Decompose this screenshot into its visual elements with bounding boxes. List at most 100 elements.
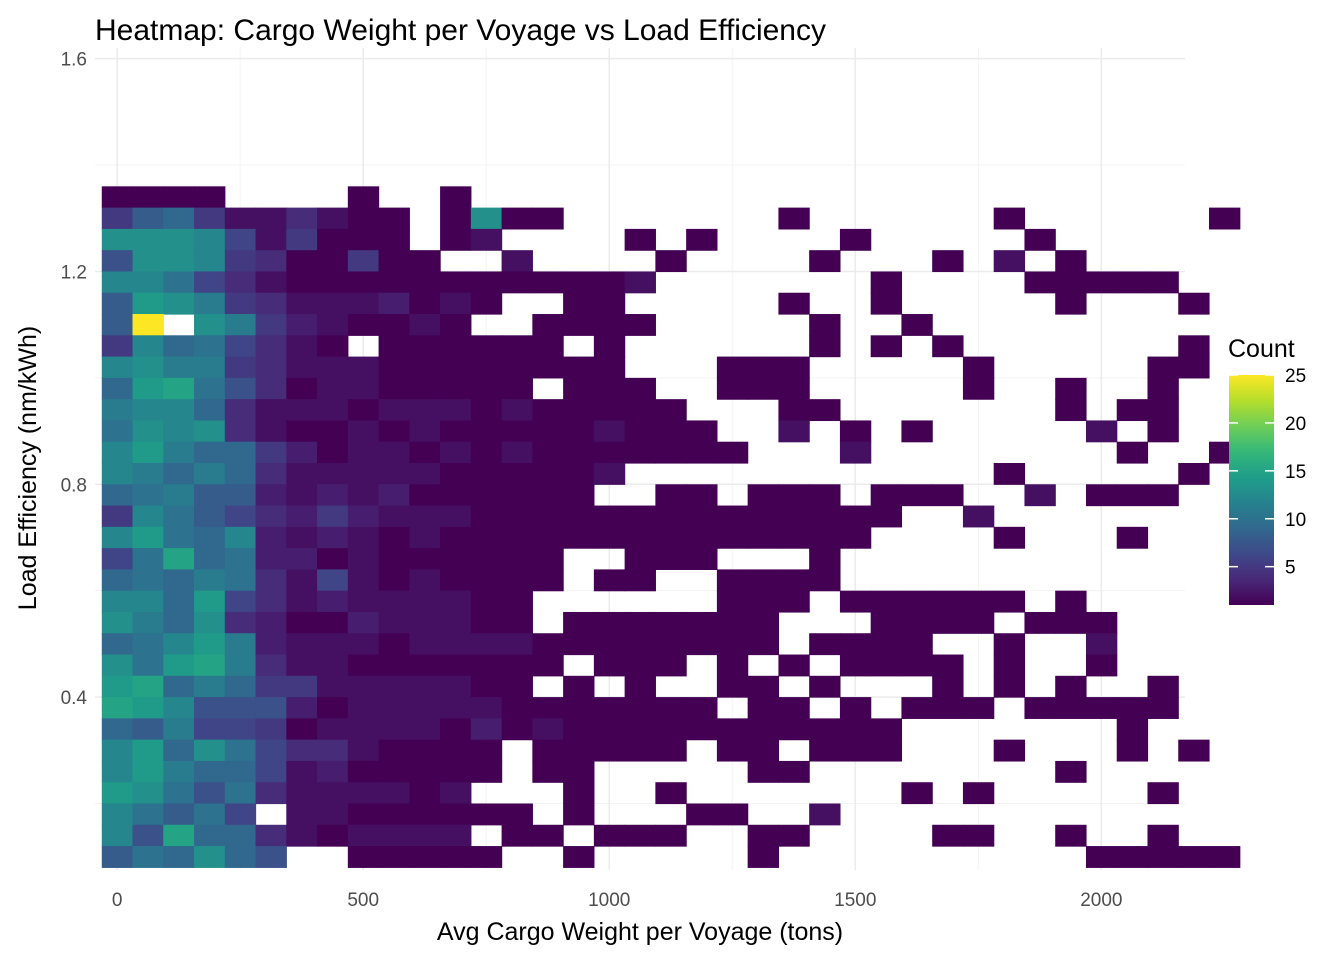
heatmap-cell [224, 207, 257, 230]
heatmap-cell [563, 760, 595, 783]
heatmap-cell [378, 633, 410, 656]
heatmap-cell [378, 590, 410, 613]
heatmap-cell [132, 611, 164, 634]
heatmap-cell [101, 228, 134, 251]
heatmap-cell [347, 228, 380, 251]
heatmap-cell [317, 824, 349, 847]
heatmap-cell [593, 420, 626, 443]
heatmap-cell [347, 526, 380, 549]
heatmap-cell [378, 441, 410, 464]
heatmap-cell [163, 441, 195, 464]
heatmap-cell [440, 526, 472, 549]
heatmap-cell [255, 760, 287, 783]
heatmap-cell [286, 824, 318, 847]
heatmap-cell [655, 739, 687, 762]
heatmap-cell [1178, 356, 1210, 379]
heatmap-cell [163, 760, 195, 783]
heatmap-cell [1147, 271, 1179, 294]
heatmap-cell [655, 718, 687, 741]
heatmap-cell [101, 760, 134, 783]
heatmap-cell [532, 314, 564, 336]
heatmap-cell [1085, 846, 1118, 868]
heatmap-cell [286, 803, 318, 826]
heatmap-cell [593, 335, 626, 358]
heatmap-cell [839, 590, 872, 613]
heatmap-cell [778, 505, 810, 528]
heatmap-cell [532, 526, 564, 549]
heatmap-cell [593, 611, 626, 634]
heatmap-cell [409, 335, 441, 358]
heatmap-cell [317, 526, 349, 549]
heatmap-cell [101, 675, 134, 698]
heatmap-cell [163, 526, 195, 549]
heatmap-cell [317, 654, 349, 677]
heatmap-cell [101, 633, 134, 656]
heatmap-cell [870, 505, 903, 528]
heatmap-cell [286, 484, 318, 507]
heatmap-cell [194, 654, 226, 677]
heatmap-cell [194, 846, 226, 868]
heatmap-cell [1116, 697, 1149, 719]
heatmap-cell [593, 505, 626, 528]
heatmap-cell [470, 718, 503, 741]
heatmap-cell [932, 824, 964, 847]
heatmap-cell [747, 526, 780, 549]
heatmap-cell [809, 548, 841, 570]
heatmap-cell [224, 590, 257, 613]
heatmap-cell [532, 569, 564, 592]
heatmap-cell [839, 526, 872, 549]
heatmap-cell [378, 271, 410, 294]
heatmap-cell [409, 569, 441, 592]
heatmap-cell [132, 462, 164, 485]
heatmap-cell [101, 484, 134, 507]
heatmap-cell [470, 377, 503, 400]
heatmap-cell [501, 420, 533, 443]
heatmap-cell [440, 441, 472, 464]
heatmap-cell [440, 782, 472, 805]
heatmap-cell [778, 824, 810, 847]
heatmap-cell [716, 505, 749, 528]
heatmap-cell [1055, 250, 1087, 273]
heatmap-cell [163, 292, 195, 315]
heatmap-cell [501, 505, 533, 528]
heatmap-cell [132, 250, 164, 273]
heatmap-cell [163, 420, 195, 443]
heatmap-cell [778, 399, 810, 422]
heatmap-cell [901, 633, 933, 656]
heatmap-cell [593, 441, 626, 464]
heatmap-cell [593, 739, 626, 762]
heatmap-cell [716, 803, 749, 826]
heatmap-cell [163, 611, 195, 634]
heatmap-cell [101, 611, 134, 634]
heatmap-cell [1024, 484, 1056, 507]
heatmap-cell [132, 846, 164, 868]
heatmap-cells [101, 186, 1272, 868]
heatmap-cell [101, 782, 134, 805]
x-tick-label: 1500 [834, 890, 876, 911]
heatmap-cell [409, 377, 441, 400]
heatmap-cell [317, 675, 349, 698]
heatmap-cell [839, 697, 872, 719]
heatmap-cell [593, 633, 626, 656]
heatmap-cell [1055, 271, 1087, 294]
heatmap-cell [563, 718, 595, 741]
heatmap-cell [870, 739, 903, 762]
heatmap-cell [347, 356, 380, 379]
heatmap-cell [563, 377, 595, 400]
heatmap-cell [132, 335, 164, 358]
heatmap-cell [901, 697, 933, 719]
heatmap-cell [101, 505, 134, 528]
heatmap-cell [224, 484, 257, 507]
heatmap-cell [1116, 739, 1149, 762]
heatmap-cell [255, 250, 287, 273]
heatmap-cell [347, 782, 380, 805]
heatmap-cell [470, 633, 503, 656]
heatmap-cell [747, 675, 780, 698]
heatmap-cell [317, 739, 349, 762]
heatmap-cell [686, 526, 718, 549]
heatmap-cell [132, 548, 164, 570]
heatmap-cell [686, 484, 718, 507]
heatmap-cell [255, 526, 287, 549]
heatmap-cell [1024, 228, 1056, 251]
heatmap-cell [378, 803, 410, 826]
